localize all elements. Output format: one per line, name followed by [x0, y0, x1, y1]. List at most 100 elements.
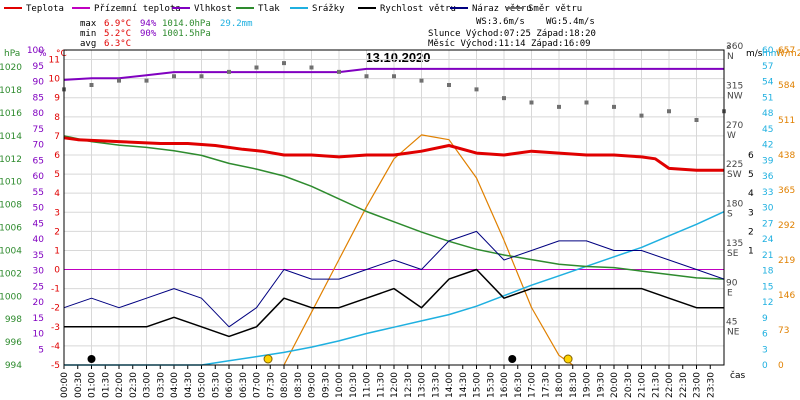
tick-degc: 6 — [54, 151, 60, 161]
legend: Teplota Přízemní teplota Vlhkost Tlak Sr… — [4, 4, 582, 14]
tick-ms: 3 — [748, 208, 754, 218]
tick-w: 73 — [778, 326, 789, 336]
legend-label-prizemni-teplota: Přízemní teplota — [94, 4, 181, 14]
legend-label-teplota: Teplota — [26, 4, 64, 14]
tick-w: 657 — [778, 46, 795, 56]
tick-w: 292 — [778, 221, 795, 231]
tick-time: 16:30 — [514, 372, 524, 398]
tick-hpa: 1000 — [0, 292, 22, 302]
tick-mm: 48 — [762, 109, 774, 119]
tick-dir-compass: E — [727, 288, 733, 298]
tick-degc: 1 — [54, 246, 60, 256]
tick-pct: 30 — [33, 267, 45, 277]
tick-degc: 5 — [54, 170, 60, 180]
tick-time: 17:00 — [528, 372, 538, 398]
wind-direction-point — [584, 100, 589, 105]
tick-mm: 57 — [762, 62, 773, 72]
tick-w: 0 — [778, 361, 784, 371]
tick-degc: -4 — [51, 342, 60, 352]
stat-max-temp: 6.9°C — [104, 19, 131, 29]
wind-direction-point — [667, 109, 671, 114]
tick-pct: 65 — [33, 156, 44, 166]
tick-pct: 50 — [33, 204, 45, 214]
tick-w: 584 — [778, 81, 795, 91]
tick-hpa: 998 — [5, 315, 22, 325]
legend-label-smer-vetru: Směr větru — [528, 4, 582, 14]
series-pressure — [63, 135, 725, 280]
stat-max-label: max — [80, 19, 97, 29]
tick-w: 365 — [778, 186, 795, 196]
tick-time: 13:30 — [431, 372, 441, 398]
stat-max-press: 1014.0hPa — [162, 19, 211, 29]
tick-hpa: 996 — [5, 338, 22, 348]
tick-pct: 40 — [33, 235, 45, 245]
wind-direction-point — [447, 83, 451, 87]
tick-time: 11:30 — [376, 372, 386, 398]
tick-time: 00:30 — [74, 372, 84, 398]
stat-sun: Slunce Východ:07:25 Západ:18:20 — [428, 29, 596, 39]
tick-degc: 11 — [49, 56, 60, 66]
axis-unit-w: W/m2 — [776, 49, 800, 59]
grid — [63, 50, 725, 366]
tick-mm: 42 — [762, 141, 773, 151]
stat-avg-label: avg — [80, 39, 96, 49]
stat-ws: WS:3.6m/s — [476, 17, 525, 27]
legend-label-tlak: Tlak — [258, 4, 280, 14]
wind-direction-point — [172, 74, 176, 79]
tick-mm: 9 — [762, 314, 768, 324]
legend-label-naraz-vetru: Náraz větru — [472, 4, 532, 14]
legend-label-rychlost-vetru: Rychlost větru — [380, 4, 456, 14]
tick-mm: 0 — [762, 361, 768, 371]
axis-unit-mm: mm — [762, 49, 780, 59]
tick-pct: 15 — [33, 314, 44, 324]
tick-mm: 18 — [762, 267, 774, 277]
tick-hpa: 1006 — [0, 224, 22, 234]
tick-dir-deg: 270 — [726, 121, 743, 131]
tick-degc: 0 — [54, 266, 60, 276]
tick-pct: 70 — [33, 141, 45, 151]
tick-mm: 21 — [762, 251, 773, 261]
sun-moon-markers — [87, 354, 573, 364]
tick-dir-deg: 315 — [726, 81, 743, 91]
tick-pct: 45 — [33, 219, 44, 229]
tick-time: 02:00 — [115, 372, 125, 398]
tick-dir-compass: SE — [727, 249, 739, 259]
wind-direction-point — [282, 61, 286, 66]
axis-label-time: čas — [730, 370, 745, 381]
tick-mm: 39 — [762, 156, 774, 166]
tick-time: 05:30 — [211, 372, 221, 398]
tick-pct: 85 — [33, 93, 44, 103]
tick-time: 12:00 — [390, 372, 400, 398]
tick-time: 20:30 — [624, 372, 634, 398]
tick-pct: 20 — [33, 298, 45, 308]
wind-direction-point — [474, 87, 479, 92]
stats-block: max 6.9°C 94% 1014.0hPa 29.2mm min 5.2°C… — [80, 17, 596, 49]
tick-dir-deg: 45 — [726, 318, 737, 328]
tick-dir-deg: 225 — [726, 160, 743, 170]
tick-time: 15:00 — [473, 372, 483, 398]
wind-direction-point — [364, 74, 369, 79]
tick-time: 11:00 — [363, 372, 373, 398]
tick-mm: 12 — [762, 298, 773, 308]
tick-time: 00:00 — [60, 372, 70, 398]
moon-marker — [508, 355, 517, 363]
tick-mm: 24 — [762, 235, 774, 245]
wind-direction-point — [529, 100, 534, 105]
tick-pct: 55 — [33, 188, 44, 198]
tick-degc: -5 — [51, 361, 60, 371]
tick-time: 06:30 — [239, 372, 249, 398]
stat-max-hum: 94% — [140, 19, 157, 29]
tick-pct: 60 — [33, 172, 45, 182]
tick-hpa: 1014 — [0, 132, 22, 142]
series-wind-gust — [63, 230, 725, 328]
tick-ms: 4 — [748, 189, 754, 199]
axis-unit-hpa: hPa — [4, 49, 20, 59]
tick-pct: 80 — [33, 109, 45, 119]
tick-dir-compass: N — [727, 52, 734, 62]
tick-time: 08:00 — [280, 372, 290, 398]
tick-hpa: 1018 — [0, 86, 22, 96]
tick-dir-compass: SW — [727, 170, 742, 180]
tick-degc: 10 — [49, 75, 61, 85]
tick-time: 01:00 — [88, 372, 98, 398]
